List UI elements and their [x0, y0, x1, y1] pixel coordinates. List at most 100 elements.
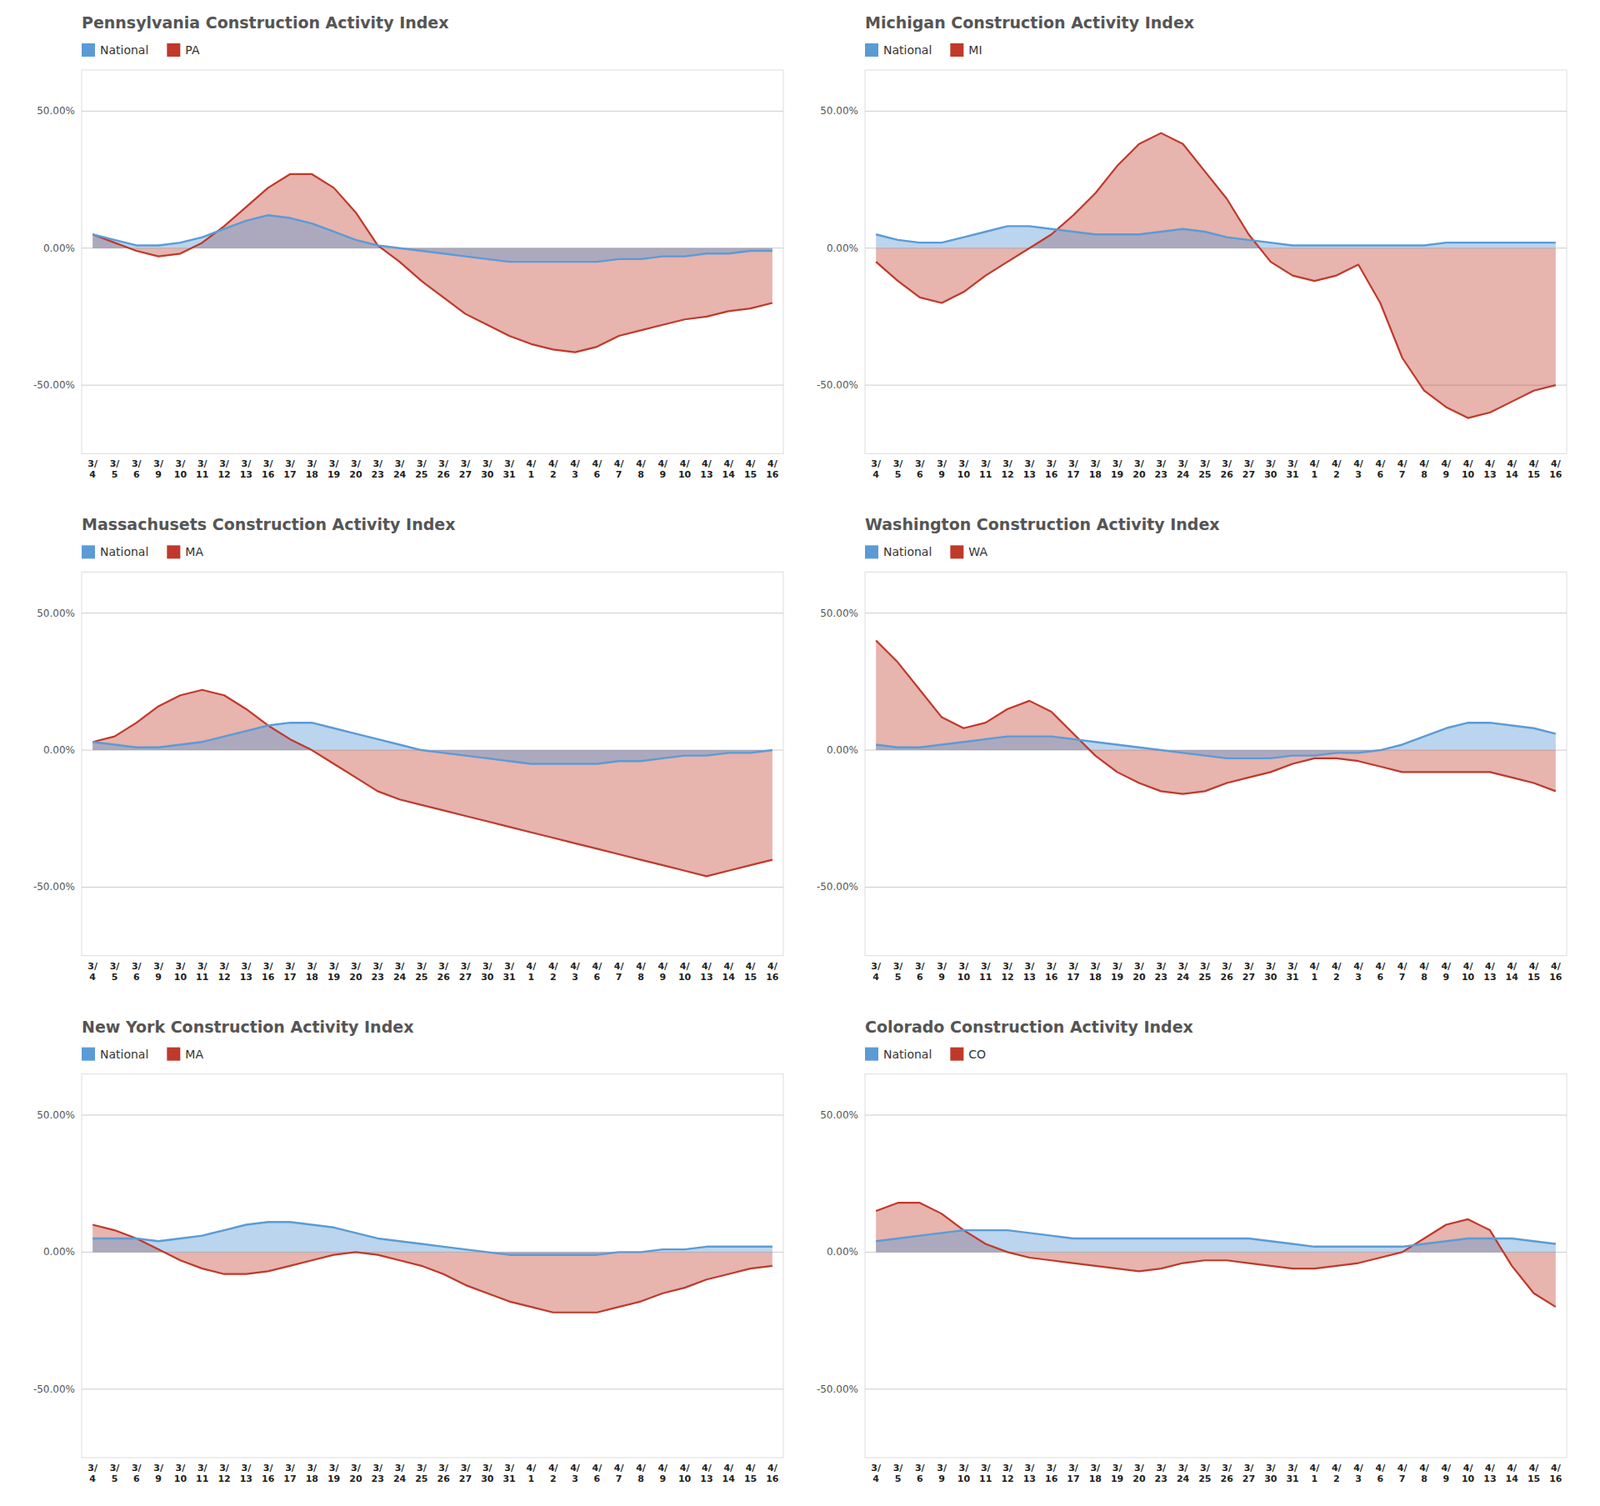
x-tick-label: 3/27	[459, 458, 472, 480]
x-tick-label: 3/5	[110, 960, 121, 983]
x-tick-label: 4/13	[700, 960, 713, 983]
x-tick-label-line: 10	[1461, 1473, 1475, 1485]
x-tick-label: 3/5	[110, 458, 121, 480]
x-tick-label-line: 26	[1220, 469, 1235, 480]
x-tick-label-line: 3/	[1221, 960, 1233, 972]
x-tick-label-line: 18	[1089, 469, 1102, 480]
x-tick-label: 3/6	[915, 960, 926, 983]
x-tick-label-line: 3/	[980, 960, 992, 972]
x-tick-label-line: 3/	[241, 458, 253, 470]
x-tick-label-line: 6	[594, 469, 601, 480]
x-tick-label-line: 10	[957, 971, 971, 983]
x-tick-label-line: 6	[1377, 971, 1385, 983]
x-tick-label-line: 3/	[870, 458, 882, 470]
x-tick-label: 3/31	[1285, 1462, 1299, 1485]
x-tick-label-line: 3/	[1068, 458, 1080, 470]
x-tick-label: 3/30	[1264, 960, 1278, 983]
x-tick-label-line: 15	[744, 971, 757, 983]
x-tick-label-line: 16	[1045, 1473, 1059, 1485]
x-tick-label-line: 9	[659, 469, 666, 480]
x-tick-label-line: 17	[283, 1473, 296, 1485]
x-tick-label-line: 16	[1549, 469, 1563, 480]
x-tick-label-line: 19	[1110, 1473, 1124, 1485]
legend: National MA	[81, 545, 204, 559]
x-tick-label-line: 3/	[350, 458, 362, 470]
x-tick-label-line: 4/	[1550, 960, 1562, 972]
x-tick-label-line: 4/	[614, 458, 625, 470]
y-tick-label: 50.00%	[36, 1109, 75, 1121]
x-tick-label-line: 3/	[893, 458, 905, 470]
x-tick-label-line: 3/	[263, 458, 275, 470]
x-tick-label: 4/3	[570, 1462, 581, 1485]
legend-label: MA	[185, 545, 204, 559]
x-tick-label-line: 1	[528, 469, 535, 480]
x-tick-label-line: 4/	[614, 1462, 625, 1474]
x-tick-label-line: 5	[895, 971, 902, 983]
x-tick-label-line: 16	[261, 971, 275, 983]
x-tick-label: 4/8	[1419, 1462, 1430, 1485]
x-tick-label: 3/18	[305, 960, 319, 983]
plot-frame	[865, 70, 1567, 454]
x-tick-label-line: 4/	[1550, 458, 1562, 470]
x-tick-label: 4/3	[570, 960, 581, 983]
x-tick-label: 3/11	[979, 1462, 992, 1485]
x-tick-label-line: 4/	[1529, 1462, 1540, 1474]
x-tick-label-line: 3/	[438, 960, 450, 972]
x-tick-label: 4/8	[1419, 960, 1430, 983]
legend-label: National	[100, 545, 149, 559]
x-tick-label-line: 3/	[372, 458, 384, 470]
x-tick-label: 4/9	[1440, 1462, 1452, 1485]
x-tick-label-line: 30	[480, 469, 495, 480]
x-tick-label-line: 24	[393, 1473, 407, 1485]
legend-swatch	[166, 1047, 180, 1061]
x-tick-label: 3/24	[1176, 1462, 1190, 1485]
x-tick-label-line: 6	[133, 1473, 140, 1485]
x-tick-label-line: 6	[133, 469, 140, 480]
x-tick-label-line: 1	[528, 971, 535, 983]
x-tick-label-line: 4/	[1375, 458, 1387, 470]
x-tick-label: 4/13	[700, 1462, 713, 1485]
x-tick-label: 4/8	[1419, 458, 1430, 480]
x-tick-label-line: 3/	[980, 1462, 992, 1474]
x-tick-label-line: 10	[1461, 469, 1475, 480]
x-tick-label-line: 13	[1023, 469, 1036, 480]
x-tick-label-line: 11	[979, 971, 992, 983]
x-tick-label-line: 25	[1198, 469, 1211, 480]
x-tick-label-line: 16	[1045, 971, 1059, 983]
x-tick-label-line: 4/	[1485, 960, 1496, 972]
x-tick-label: 4/8	[635, 960, 647, 983]
x-tick-label-line: 6	[594, 1473, 601, 1485]
x-tick-label-line: 24	[1176, 469, 1190, 480]
x-tick-label: 3/19	[327, 1462, 340, 1485]
x-tick-label-line: 3/	[1155, 458, 1167, 470]
x-tick-label-line: 3/	[197, 458, 209, 470]
x-tick-label: 3/27	[459, 1462, 472, 1485]
line	[875, 722, 1556, 759]
x-tick-label-line: 3/	[1046, 458, 1058, 470]
x-tick-label-line: 3/	[460, 1462, 472, 1474]
x-tick-label: 4/13	[1483, 458, 1496, 480]
x-tick-label-line: 9	[1442, 971, 1450, 983]
x-tick-label: 4/9	[657, 458, 669, 480]
x-tick-label-line: 3/	[1265, 458, 1277, 470]
area	[92, 1221, 773, 1255]
grid-line	[81, 385, 784, 386]
x-tick-label: 3/24	[1176, 458, 1190, 480]
x-tick-label-line: 3/	[241, 960, 253, 972]
x-tick-label-line: 3/	[372, 960, 384, 972]
x-tick-label: 3/31	[1285, 458, 1299, 480]
x-tick-label-line: 3/	[110, 458, 121, 470]
x-tick-label-line: 5	[895, 469, 902, 480]
x-tick-label: 3/12	[217, 458, 230, 480]
y-tick-label: 0.00%	[826, 1245, 859, 1258]
x-tick-label-line: 4/	[1463, 1462, 1475, 1474]
x-tick-label-line: 4/	[1506, 1462, 1518, 1474]
line	[92, 174, 773, 353]
x-tick-label-line: 4/	[1310, 960, 1321, 972]
x-tick-label-line: 5	[895, 1473, 902, 1485]
x-tick-label: 3/11	[979, 960, 992, 983]
x-tick-label-line: 17	[1066, 469, 1080, 480]
x-tick-label-line: 27	[1242, 469, 1255, 480]
x-tick-label-line: 3/	[482, 458, 494, 470]
x-tick-label: 3/16	[261, 1462, 275, 1485]
